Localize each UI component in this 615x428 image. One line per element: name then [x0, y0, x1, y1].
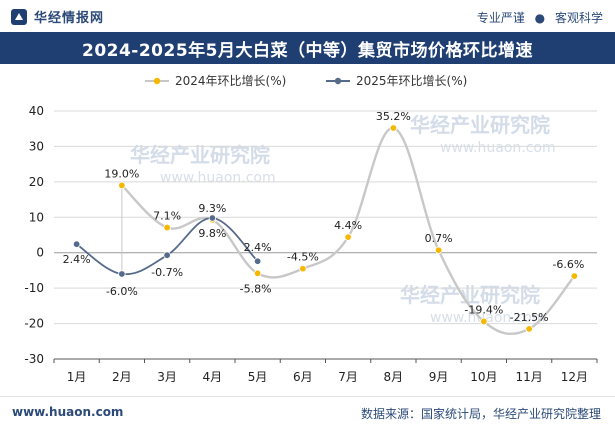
data-point	[253, 269, 262, 277]
data-label: 9.3%	[198, 202, 226, 215]
data-label: 9.8%	[198, 227, 226, 240]
data-label: -21.5%	[510, 311, 549, 324]
series-layer	[72, 124, 579, 336]
title-bar: 2024-2025年5月大白菜（中等）集贸市场价格环比增速	[0, 32, 615, 64]
watermark-text: www.huaon.com	[160, 170, 276, 186]
data-point	[434, 246, 443, 254]
data-point	[253, 257, 262, 265]
slogan: 专业严谨 ● 客观科学	[477, 9, 603, 26]
data-point	[163, 251, 171, 259]
footer-url[interactable]: www.huaon.com	[12, 405, 124, 419]
watermark-text: 华经产业研究院	[410, 113, 550, 137]
watermark-text: www.huaon.com	[440, 140, 556, 156]
y-tick-label: -10	[24, 281, 44, 295]
data-point	[299, 264, 307, 273]
legend-marker-2	[334, 77, 342, 85]
footer-source: 数据来源：国家统计局，华经产业研究院整理	[360, 407, 601, 421]
chart-title: 2024-2025年5月大白菜（中等）集贸市场价格环比增速	[81, 40, 533, 61]
x-tick-label: 11月	[515, 370, 542, 384]
data-point	[389, 124, 398, 132]
slogan-separator: ●	[534, 11, 546, 25]
data-label: 7.1%	[153, 210, 181, 223]
line-chart: 华经产业研究院 www.huaon.com 华经产业研究院 www.huaon.com…	[24, 74, 598, 384]
x-tick-label: 3月	[157, 370, 177, 384]
y-tick-label: 0	[36, 246, 44, 260]
data-label: 2.4%	[244, 241, 272, 254]
data-label: 4.4%	[334, 219, 362, 232]
data-label-layer: 19.0% 7.1% 9.3% -5.8% -4.5% 4.4% 35.2% 0.7% -19.…	[63, 110, 585, 324]
x-tick-label: 1月	[67, 370, 87, 384]
x-tick-label: 4月	[203, 370, 223, 384]
data-label: -5.8%	[240, 282, 272, 295]
legend: 2024年环比增长(%) 2025年环比增长(%)	[145, 74, 467, 88]
x-tick-label: 10月	[470, 370, 497, 384]
data-label: 35.2%	[376, 110, 411, 123]
y-tick-label: 30	[29, 139, 44, 153]
brand-logo-icon	[11, 8, 27, 25]
data-label: -19.4%	[464, 303, 503, 316]
x-tick-label: 2月	[112, 370, 132, 384]
data-label: -0.7%	[151, 266, 183, 279]
x-tick-label: 8月	[384, 370, 404, 384]
data-label: 0.7%	[425, 232, 453, 245]
legend-label-1: 2024年环比增长(%)	[175, 74, 286, 88]
data-point	[480, 317, 488, 326]
legend-marker-1	[153, 77, 161, 85]
x-tick-label: 5月	[248, 370, 268, 384]
data-point	[72, 240, 81, 248]
data-point	[118, 181, 126, 190]
y-tick-label: 10	[29, 210, 44, 224]
data-label: -6.0%	[106, 285, 138, 298]
data-label: -4.5%	[287, 251, 319, 264]
brand[interactable]: 华经情报网	[10, 7, 104, 26]
brand-name: 华经情报网	[34, 11, 105, 26]
data-label: 2.4%	[63, 253, 91, 266]
data-point	[344, 233, 352, 241]
x-tick-label: 9月	[429, 370, 449, 384]
data-point	[208, 214, 217, 222]
slogan-tag-2: 客观科学	[554, 11, 603, 25]
legend-label-2: 2025年环比增长(%)	[356, 74, 467, 88]
data-point	[118, 270, 126, 278]
data-point	[525, 325, 533, 333]
watermark-text: 华经产业研究院	[400, 283, 540, 307]
y-tick-label: 20	[29, 175, 44, 189]
slogan-tag-1: 专业严谨	[476, 11, 525, 25]
data-label: -6.6%	[552, 258, 584, 271]
y-tick-label: 40	[29, 104, 44, 118]
x-tick-label: 7月	[338, 370, 358, 384]
data-label: 19.0%	[104, 167, 139, 180]
x-tick-label: 6月	[293, 370, 313, 384]
watermark-text: 华经产业研究院	[130, 143, 270, 167]
footer: www.huaon.com 数据来源：国家统计局，华经产业研究院整理	[0, 396, 615, 428]
x-tick-label: 12月	[561, 370, 588, 384]
y-tick-label: -30	[24, 352, 44, 366]
watermark-text: www.huaon.com	[430, 310, 546, 326]
data-point	[570, 272, 579, 280]
axis-layer: -30 -20 -10 0 10 20 30 40 1月 2月 3月 4月 5月 6月 7月 8月 9月 10月 1…	[24, 104, 598, 384]
watermark-layer: 华经产业研究院 www.huaon.com 华经产业研究院 www.huaon.com…	[130, 113, 556, 326]
y-tick-label: -20	[24, 317, 44, 331]
top-bar: 华经情报网 专业严谨 ● 客观科学	[0, 0, 615, 32]
data-point	[163, 223, 171, 232]
